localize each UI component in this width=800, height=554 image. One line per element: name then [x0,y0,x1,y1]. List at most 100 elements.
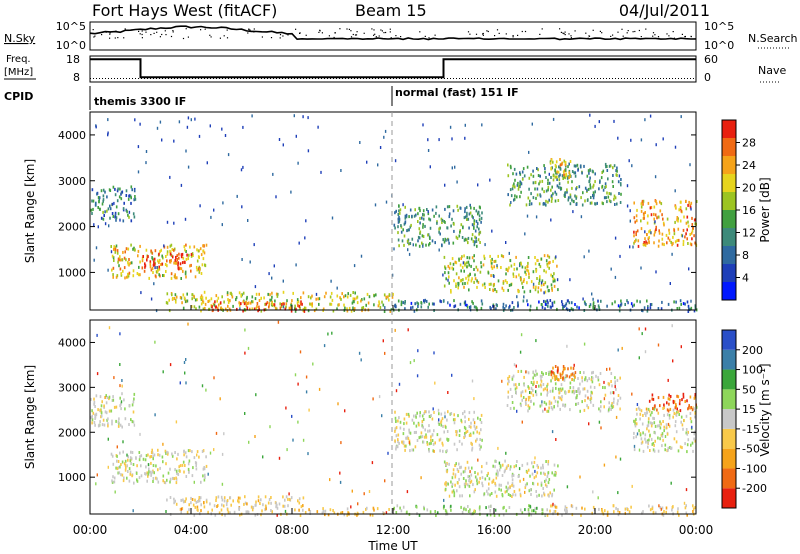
power-cell [336,307,338,311]
velocity-cell [180,507,183,511]
velocity-cell [532,465,535,469]
power-cell [614,196,617,200]
velocity-cell [480,421,483,424]
velocity-cell [640,437,643,441]
velocity-cell [530,493,532,496]
power-cell [534,256,536,259]
power-cell [240,293,242,297]
power-cell [112,273,114,277]
power-cell [228,299,231,303]
velocity-cell [480,445,482,449]
power-cell [195,265,198,269]
power-cell [663,223,665,227]
velocity-cell [498,513,501,517]
power-cell [187,257,189,261]
power-cell [516,295,518,299]
velocity-cell [550,370,553,374]
velocity-cell [105,394,107,398]
power-cell [214,300,216,304]
velocity-cell [602,386,604,389]
power-cell [542,202,545,205]
power-cell [454,165,456,169]
power-cell [236,194,238,198]
power-cell [589,303,592,307]
velocity-cell [159,466,161,470]
power-cell [211,309,214,313]
velocity-cell [247,510,250,514]
power-cell [171,255,174,259]
power-cell [490,265,493,269]
power-cell [477,212,479,216]
velocity-cell [182,500,185,504]
velocity-cell [603,380,605,384]
velocity-cell [175,481,178,485]
velocity-cell [550,372,553,376]
power-cell [273,264,275,268]
power-cell [551,275,554,278]
velocity-cell [586,404,588,408]
velocity-cell [358,351,361,355]
velocity-cell [511,478,514,482]
velocity-cell [569,386,572,390]
velocity-cell [515,391,517,395]
power-cell [113,201,115,205]
velocity-cell [651,422,654,426]
noise-search-dots [92,28,692,40]
noise-search-dot [632,31,634,33]
power-cell [491,257,493,261]
velocity-cell [254,435,256,438]
power-cell [406,239,409,243]
power-cell [663,243,665,247]
velocity-cell [476,479,478,483]
velocity-cell [452,468,455,472]
velocity-cell [619,376,621,380]
power-cell [647,214,649,218]
velocity-cell [133,481,135,485]
power-cell [457,208,459,212]
power-cell [647,201,650,205]
power-cell [363,297,366,301]
velocity-cell [673,400,676,404]
power-cell [478,218,481,222]
velocity-cell [362,510,365,514]
power-cell [297,161,299,165]
velocity-cell [600,405,602,409]
power-cell [454,304,457,308]
power-cell [465,205,468,209]
velocity-cell [340,511,342,515]
power-cell [630,138,632,142]
velocity-cell [131,451,134,454]
velocity-cell [481,465,483,469]
velocity-cell [657,343,660,347]
velocity-cell [129,459,132,463]
noise-search-dot [92,29,94,31]
power-colorbar-swatch [722,192,736,210]
power-cell [436,221,438,225]
power-cell [481,302,484,306]
power-cell [507,193,509,197]
power-cell [670,240,672,244]
velocity-cell [312,362,314,366]
velocity-cell [554,505,557,509]
power-cell [145,248,148,252]
velocity-cell [147,463,150,467]
noise-search-dot [253,28,255,30]
velocity-cell [198,499,201,503]
velocity-cell [107,417,109,421]
velocity-cell [546,409,548,413]
velocity-colorbar-swatch [722,488,736,508]
velocity-cell [487,487,490,491]
power-cell [446,205,449,209]
noise-search-dot [560,31,562,33]
velocity-cell [489,509,492,512]
power-cell [567,165,569,169]
power-cell [643,306,646,310]
velocity-cell [552,366,554,370]
power-cell [544,167,546,170]
power-cell [462,278,464,282]
velocity-cell [120,400,123,404]
power-cell [435,205,438,209]
power-cell [453,299,455,303]
power-cell [162,256,164,260]
power-cell [378,302,381,306]
